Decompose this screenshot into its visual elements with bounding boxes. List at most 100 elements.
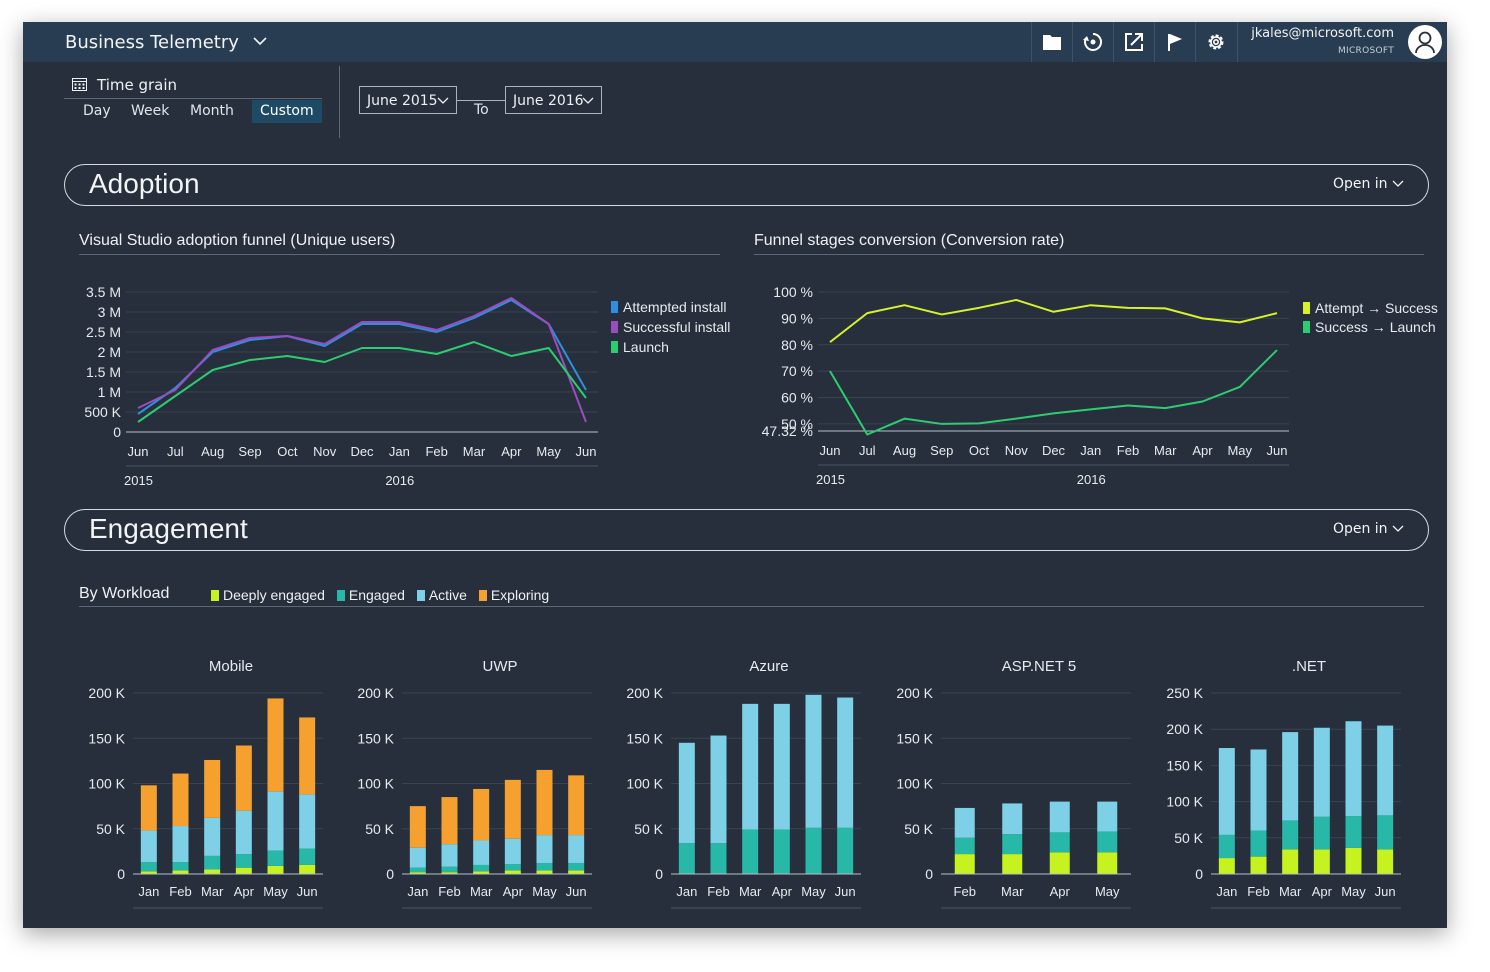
app-title[interactable]: Business Telemetry <box>65 32 239 53</box>
user-icon <box>1415 31 1435 54</box>
x-tick-label: Apr <box>501 444 522 459</box>
chart-title: ASP.NET 5 <box>1002 658 1077 675</box>
y-tick-label: 2 M <box>98 344 121 360</box>
bar-segment <box>837 697 854 828</box>
bar-segment <box>568 775 585 836</box>
folder-button[interactable] <box>1031 22 1072 62</box>
year-label: 2016 <box>675 917 704 918</box>
legend-label: Engaged <box>348 587 405 603</box>
azure-bar-chart: Azure 0 50 K 100 K 150 K 200 K Jan Feb Mar Apr May… <box>626 658 861 918</box>
bar-segment <box>1377 725 1394 816</box>
x-tick-label: Jan <box>138 884 159 899</box>
y-tick-label: 0 <box>655 866 663 882</box>
date-to-select[interactable]: June 2016 <box>505 86 602 114</box>
settings-button[interactable] <box>1195 22 1236 62</box>
flag-button[interactable] <box>1154 22 1195 62</box>
avatar[interactable] <box>1408 25 1442 59</box>
x-tick-label: Feb <box>707 884 729 899</box>
grain-option-month[interactable]: Month <box>190 103 234 119</box>
y-tick-label: 100 % <box>773 284 813 300</box>
bar-segment <box>1345 721 1362 817</box>
y-tick-label: 200 K <box>626 685 663 701</box>
x-tick-label: Apr <box>1312 884 1333 899</box>
top-bar: Business Telemetry <box>23 22 1447 62</box>
x-tick-label: May <box>1341 884 1366 899</box>
year-label: 2016 <box>137 917 166 918</box>
y-tick-label: 0 <box>386 866 394 882</box>
share-icon <box>1125 33 1143 51</box>
chevron-down-icon <box>1392 180 1404 187</box>
y-tick-label: 47.32 % <box>762 423 813 439</box>
grain-option-week[interactable]: Week <box>131 103 170 119</box>
bar-segment <box>1313 816 1330 850</box>
adoption-funnel-chart: 0 500 K 1 M 1.5 M 2 M 2.5 M 3 M 3.5 M Jun Jul Aug S… <box>84 284 730 488</box>
bar-segment <box>805 694 822 828</box>
bar-segment <box>1002 854 1023 874</box>
bar-segment <box>1313 727 1330 817</box>
engagement-open-in-button[interactable]: Open in <box>1333 521 1404 537</box>
x-tick-label: May <box>263 884 288 899</box>
y-tick-label: 100 K <box>88 776 125 792</box>
bar-segment <box>1218 858 1235 874</box>
bar-segment <box>504 864 521 871</box>
bar-segment <box>473 871 490 874</box>
flag-icon <box>1168 34 1182 51</box>
y-tick-label: 100 K <box>626 776 663 792</box>
legend-swatch <box>611 321 618 333</box>
bar-segment <box>504 870 521 874</box>
bar-segment <box>504 838 521 865</box>
date-from-select[interactable]: June 2015 <box>359 86 457 114</box>
y-tick-label: 60 % <box>781 390 813 406</box>
bar-segment <box>1345 816 1362 848</box>
legend-swatch <box>611 301 618 313</box>
bar-segment <box>1250 749 1267 831</box>
bar-segment <box>678 742 695 844</box>
year-label: 2016 <box>1215 917 1244 918</box>
chevron-down-icon[interactable] <box>253 36 267 46</box>
y-tick-label: 50 K <box>904 821 933 837</box>
y-tick-label: 2.5 M <box>86 324 121 340</box>
bar-segment <box>837 827 854 874</box>
x-tick-label: Mar <box>1001 884 1024 899</box>
x-tick-label: Sep <box>930 443 953 458</box>
y-tick-label: 150 K <box>88 730 125 746</box>
bar-segment <box>140 830 157 863</box>
bar-segment <box>568 870 585 874</box>
sync-button[interactable] <box>1072 22 1113 62</box>
legend-swatch <box>478 590 487 601</box>
legend-swatch <box>211 590 219 601</box>
y-tick-label: 1.5 M <box>86 364 121 380</box>
by-workload-label: By Workload <box>79 585 170 602</box>
bar-segment <box>204 869 221 874</box>
x-tick-label: Feb <box>1117 443 1139 458</box>
y-tick-label: 50 K <box>96 821 125 837</box>
y-tick-label: 0 <box>113 424 121 440</box>
grain-option-custom[interactable]: Custom <box>252 100 322 123</box>
y-tick-label: 50 K <box>365 821 394 837</box>
year-label: 2015 <box>816 472 845 487</box>
bar-segment <box>805 827 822 874</box>
bar-segment <box>1049 832 1070 853</box>
x-tick-label: Jun <box>128 444 149 459</box>
y-tick-label: 0 <box>1195 866 1203 882</box>
bar-segment <box>536 835 553 864</box>
y-tick-label: 200 K <box>88 685 125 701</box>
series-line <box>829 349 1278 436</box>
bar-segment <box>409 847 426 868</box>
legend-label: Attempted install <box>623 299 727 315</box>
bar-segment <box>536 863 553 871</box>
x-tick-label: Jun <box>576 444 597 459</box>
adoption-open-in-button[interactable]: Open in <box>1333 176 1404 192</box>
grain-option-day[interactable]: Day <box>83 103 111 119</box>
workload-rule <box>79 606 1424 607</box>
bar-segment <box>441 844 458 867</box>
bar-segment <box>1097 831 1118 853</box>
x-tick-label: Feb <box>954 884 976 899</box>
share-button[interactable] <box>1113 22 1154 62</box>
bar-segment <box>954 854 975 874</box>
x-tick-label: Mar <box>1279 884 1302 899</box>
user-menu[interactable]: jkales@microsoft.com MICROSOFT <box>1237 22 1447 62</box>
bar-segment <box>1218 834 1235 859</box>
legend-label: Exploring <box>490 587 550 603</box>
date-to-label: To <box>474 102 489 118</box>
